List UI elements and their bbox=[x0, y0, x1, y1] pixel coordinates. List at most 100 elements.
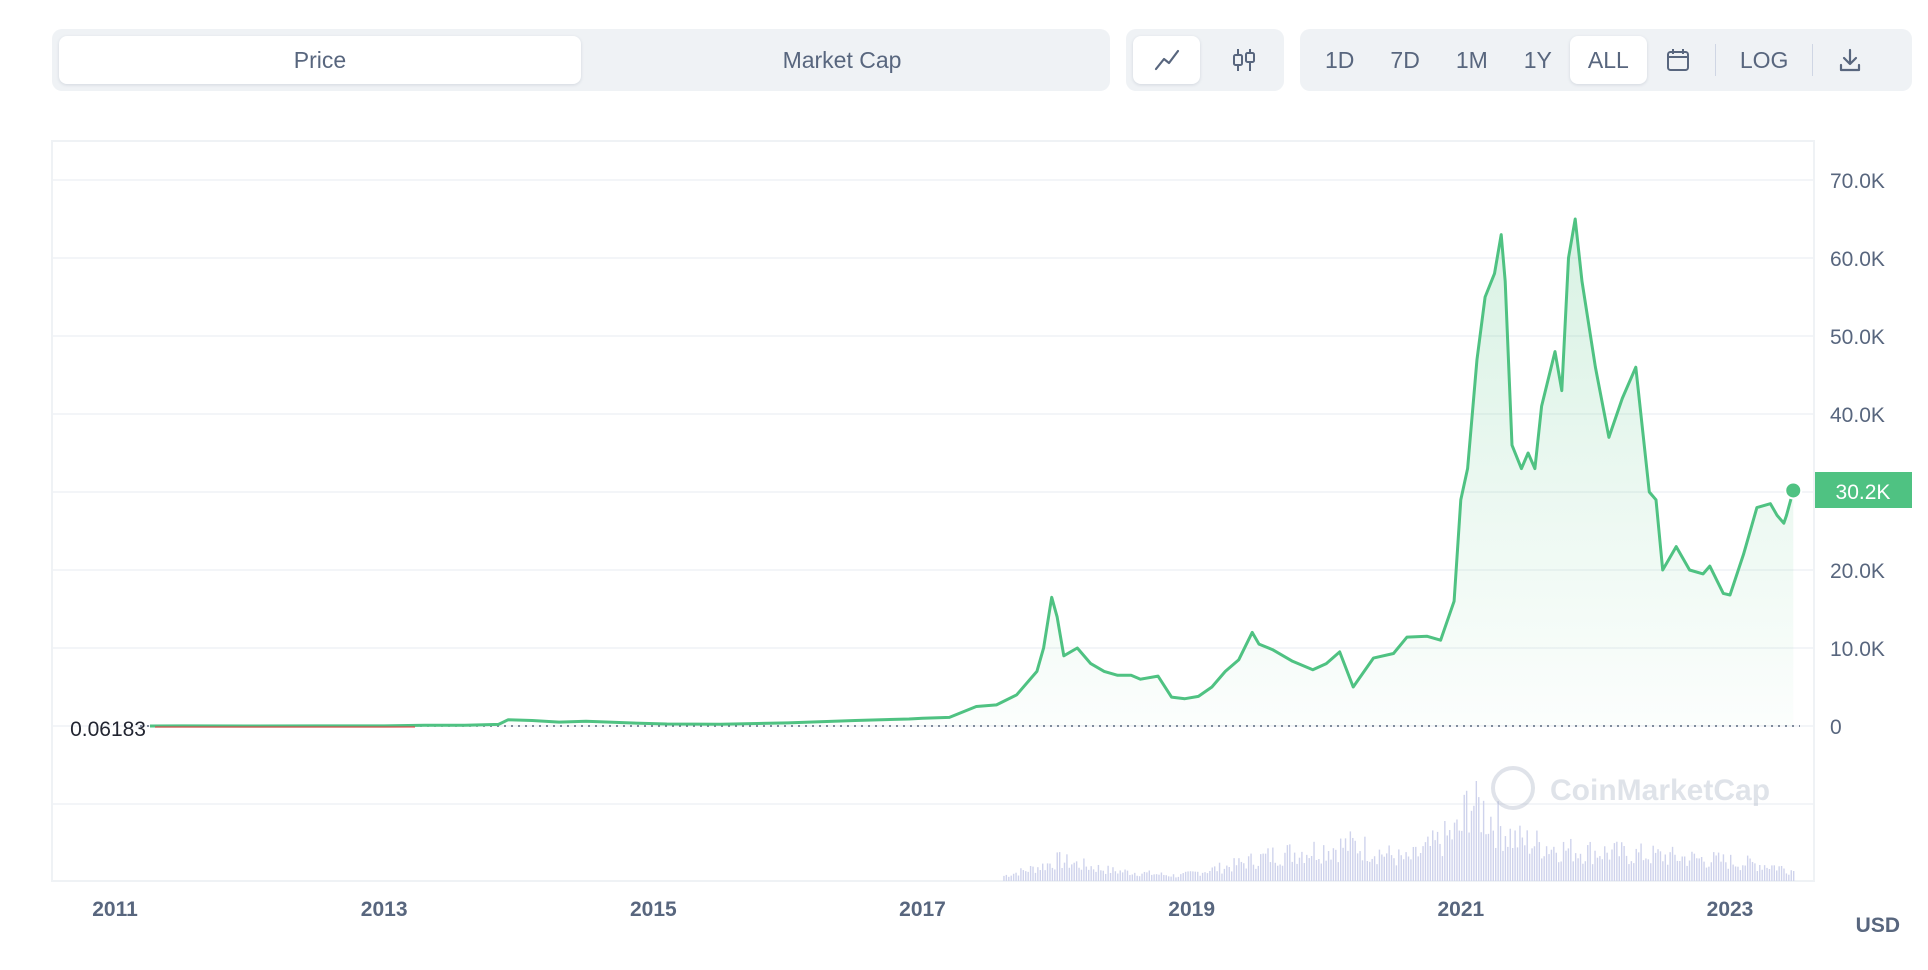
volume-bar bbox=[1066, 854, 1068, 881]
volume-bar bbox=[1126, 870, 1129, 881]
volume-bar bbox=[1482, 800, 1485, 881]
volume-bar bbox=[1209, 870, 1211, 881]
volume-bar bbox=[1335, 849, 1337, 881]
volume-bar bbox=[1080, 869, 1083, 881]
volume-bar bbox=[1025, 871, 1027, 881]
volume-bar bbox=[1233, 858, 1235, 881]
volume-bar bbox=[1674, 854, 1676, 881]
volume-bar bbox=[1521, 837, 1524, 881]
volume-bar bbox=[1369, 861, 1371, 881]
volume-bar bbox=[1579, 853, 1582, 881]
volume-bar bbox=[1771, 865, 1773, 881]
volume-bar bbox=[1310, 855, 1313, 881]
volume-bar bbox=[1269, 862, 1272, 881]
volume-bar bbox=[1410, 859, 1412, 881]
volume-bar bbox=[1424, 842, 1427, 881]
volume-bar bbox=[1732, 864, 1734, 881]
volume-bar bbox=[1395, 865, 1398, 881]
range-all[interactable]: ALL bbox=[1569, 36, 1647, 84]
price-line bbox=[149, 217, 1795, 728]
volume-bar bbox=[1780, 865, 1783, 881]
volume-bar bbox=[1630, 861, 1633, 881]
volume-bar bbox=[1773, 865, 1776, 881]
price-marketcap-toggle: Price Market Cap bbox=[52, 29, 1110, 91]
volume-bar bbox=[1703, 861, 1705, 881]
volume-bar bbox=[1327, 851, 1330, 881]
volume-bar bbox=[1136, 875, 1138, 881]
volume-bar bbox=[1475, 781, 1478, 881]
volume-bar bbox=[1495, 847, 1497, 881]
volume-bar bbox=[1642, 860, 1645, 881]
volume-bar bbox=[1662, 861, 1664, 881]
volume-bar bbox=[1058, 852, 1061, 881]
volume-bar bbox=[1102, 870, 1104, 881]
volume-bar bbox=[1204, 872, 1206, 881]
volume-bar bbox=[1509, 828, 1511, 881]
candlestick-icon[interactable] bbox=[1210, 36, 1277, 84]
line-chart-icon[interactable] bbox=[1133, 36, 1200, 84]
volume-bar bbox=[1492, 830, 1494, 881]
volume-bar bbox=[1129, 875, 1131, 881]
volume-bar bbox=[1778, 866, 1780, 881]
volume-bar bbox=[1354, 840, 1356, 881]
volume-bar bbox=[1390, 855, 1393, 881]
volume-bar bbox=[1657, 849, 1659, 881]
volume-bar bbox=[1700, 856, 1703, 881]
volume-bar bbox=[1167, 876, 1170, 881]
volume-bar bbox=[1061, 868, 1063, 881]
volume-bar bbox=[1359, 851, 1361, 881]
volume-bar bbox=[1717, 852, 1720, 881]
volume-bar bbox=[1620, 842, 1623, 881]
volume-bar bbox=[1308, 858, 1310, 881]
range-1y[interactable]: 1Y bbox=[1523, 46, 1552, 73]
volume-bar bbox=[1104, 873, 1107, 881]
x-axis: 2011 2013 2015 2017 2019 2021 2023 bbox=[92, 898, 1753, 921]
volume-bar bbox=[1075, 861, 1078, 881]
volume-bar bbox=[1046, 863, 1049, 881]
volume-bar bbox=[1245, 868, 1247, 881]
tab-price[interactable]: Price bbox=[59, 36, 581, 84]
volume-bar bbox=[1548, 854, 1550, 881]
chart-type-toggle bbox=[1126, 29, 1284, 91]
log-scale-button[interactable]: LOG bbox=[1739, 46, 1789, 73]
volume-bar bbox=[1293, 852, 1296, 881]
volume-bar bbox=[1228, 866, 1230, 881]
volume-bar bbox=[1400, 855, 1402, 881]
volume-bar bbox=[1693, 853, 1696, 881]
volume-bar bbox=[1187, 871, 1189, 881]
volume-bar bbox=[1468, 832, 1470, 881]
volume-bar bbox=[1151, 874, 1153, 881]
volume-bar bbox=[1364, 836, 1366, 881]
volume-bar bbox=[1078, 867, 1080, 881]
volume-bar bbox=[1206, 873, 1209, 881]
volume-bar bbox=[1088, 869, 1090, 881]
volume-bar bbox=[1376, 864, 1378, 881]
volume-bar bbox=[1543, 856, 1545, 881]
volume-bar bbox=[1618, 856, 1620, 881]
range-7d[interactable]: 7D bbox=[1390, 46, 1420, 73]
volume-bar bbox=[1330, 859, 1332, 881]
volume-bar bbox=[1119, 870, 1121, 881]
volume-bar bbox=[1485, 834, 1487, 881]
x-tick-label: 2015 bbox=[630, 898, 677, 921]
y-tick-label: 10.0K bbox=[1830, 638, 1885, 661]
volume-bar bbox=[1783, 868, 1785, 881]
volume-bar bbox=[1003, 875, 1005, 881]
volume-bar bbox=[1049, 863, 1051, 881]
volume-bar bbox=[1538, 842, 1541, 881]
volume-bar bbox=[1306, 854, 1308, 881]
volume-bar bbox=[1134, 872, 1136, 881]
volume-bar bbox=[1434, 840, 1436, 881]
range-1d[interactable]: 1D bbox=[1325, 46, 1355, 73]
volume-bar bbox=[1332, 848, 1335, 881]
volume-bar bbox=[1458, 830, 1461, 881]
volume-bar bbox=[1085, 866, 1088, 881]
volume-bar bbox=[1286, 845, 1289, 881]
tab-market-cap[interactable]: Market Cap bbox=[782, 46, 902, 73]
calendar-icon[interactable] bbox=[1647, 36, 1709, 84]
volume-bar bbox=[1737, 866, 1739, 881]
download-icon[interactable] bbox=[1819, 36, 1881, 84]
range-1m[interactable]: 1M bbox=[1455, 46, 1488, 73]
volume-bar bbox=[1667, 864, 1669, 881]
